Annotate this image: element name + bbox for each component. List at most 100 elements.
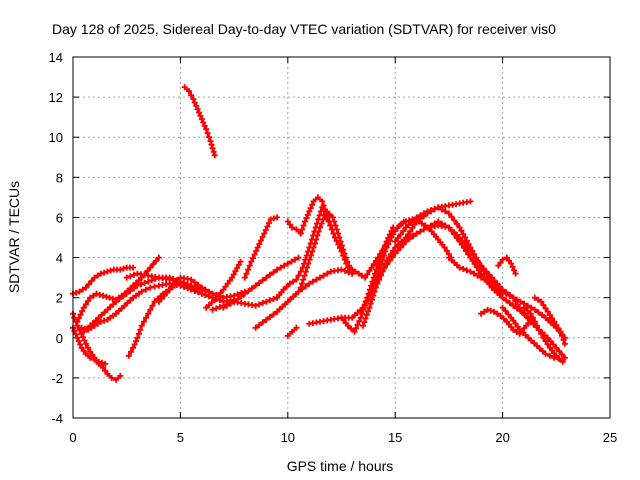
data-point <box>108 374 115 381</box>
data-point <box>295 272 302 279</box>
data-point <box>123 274 130 281</box>
data-point <box>454 235 460 241</box>
data-point <box>379 256 386 263</box>
data-point <box>74 334 81 341</box>
data-point <box>82 284 89 291</box>
y-tick-label: 10 <box>49 130 63 145</box>
data-point <box>211 152 218 159</box>
data-point <box>471 261 478 267</box>
data-point <box>317 274 323 281</box>
y-tick-label: 8 <box>56 170 63 185</box>
data-point <box>559 358 566 365</box>
data-point <box>150 261 157 268</box>
data-point <box>241 274 248 281</box>
data-point <box>542 338 549 345</box>
data-point <box>420 213 427 220</box>
data-point <box>128 348 134 355</box>
data-point <box>304 211 311 218</box>
data-point <box>302 218 308 225</box>
data-point <box>145 310 152 317</box>
data-point <box>553 322 560 329</box>
data-point <box>377 251 384 258</box>
data-point <box>462 234 468 241</box>
data-point <box>137 326 144 333</box>
data-point <box>399 220 406 227</box>
data-point <box>318 220 325 227</box>
data-point <box>262 227 269 233</box>
data-point <box>208 141 215 148</box>
data-point <box>458 227 465 234</box>
data-point <box>451 231 458 238</box>
data-point <box>214 293 221 300</box>
data-point <box>428 208 434 215</box>
data-point <box>538 298 545 305</box>
data-point <box>476 267 482 274</box>
data-point <box>243 270 250 277</box>
y-tick-label: 0 <box>56 331 63 346</box>
data-point <box>195 288 202 295</box>
data-point <box>442 208 449 215</box>
data-point <box>499 256 506 263</box>
data-point <box>91 356 98 363</box>
data-point <box>396 222 403 229</box>
data-point <box>454 221 460 227</box>
data-point <box>270 296 277 302</box>
data-point <box>534 322 540 329</box>
data-point <box>320 272 327 279</box>
data-point <box>75 338 82 345</box>
data-point <box>82 301 89 308</box>
data-point <box>362 315 369 322</box>
data-point <box>417 215 424 222</box>
y-tick-label: 12 <box>49 90 63 105</box>
data-point <box>145 278 152 285</box>
data-point <box>544 341 551 348</box>
data-point <box>488 280 495 287</box>
data-point <box>198 290 205 297</box>
data-point <box>384 261 391 268</box>
data-point <box>474 272 481 279</box>
data-point <box>248 258 255 265</box>
data-point <box>366 304 373 311</box>
data-point <box>249 285 255 292</box>
data-point <box>443 247 450 254</box>
data-point <box>245 288 252 294</box>
data-point <box>259 234 266 240</box>
data-point <box>80 304 87 311</box>
data-point <box>256 301 263 308</box>
data-point <box>186 88 192 95</box>
data-point <box>253 248 260 254</box>
data-point <box>314 194 321 201</box>
data-point <box>300 276 307 283</box>
data-point <box>338 242 345 249</box>
data-point <box>280 286 287 293</box>
data-point <box>259 277 266 284</box>
data-point <box>286 280 293 287</box>
data-point <box>361 302 368 309</box>
data-point <box>344 258 351 265</box>
data-point <box>514 323 521 330</box>
data-point <box>336 234 343 241</box>
data-point <box>360 306 367 313</box>
data-point <box>147 306 154 313</box>
data-point <box>460 265 467 272</box>
data-point <box>529 314 536 321</box>
data-point <box>420 226 427 233</box>
data-point <box>438 220 445 227</box>
data-point <box>373 276 380 283</box>
data-point <box>539 312 545 318</box>
data-point <box>460 244 467 251</box>
data-point <box>293 324 300 331</box>
data-point <box>524 307 531 314</box>
data-point <box>491 308 497 315</box>
data-point <box>309 248 316 255</box>
data-point <box>508 260 515 267</box>
data-point <box>360 322 366 329</box>
data-point <box>311 240 318 247</box>
data-point <box>405 231 412 238</box>
data-point <box>542 350 549 357</box>
data-point <box>151 283 158 290</box>
data-point <box>141 280 148 286</box>
data-point <box>100 292 107 299</box>
x-tick-label: 20 <box>495 430 509 445</box>
data-point <box>320 202 327 209</box>
